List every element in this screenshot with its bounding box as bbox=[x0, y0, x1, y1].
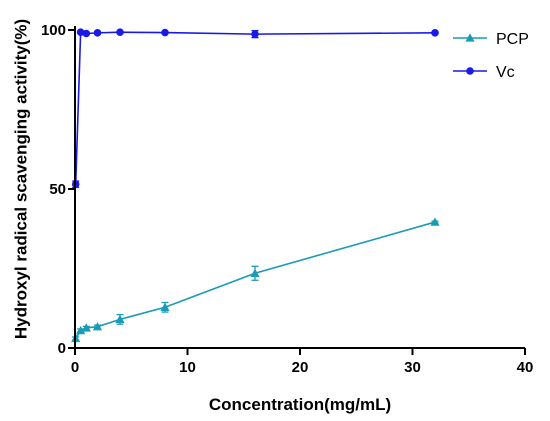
legend-label: PCP bbox=[496, 31, 529, 48]
x-tick-label: 0 bbox=[71, 359, 79, 376]
data-point bbox=[76, 325, 86, 335]
x-tick-label: 10 bbox=[179, 359, 196, 376]
legend-item-pcp: PCP bbox=[453, 31, 529, 48]
series-line bbox=[74, 31, 436, 185]
legend-marker bbox=[466, 67, 474, 75]
y-axis-title: Hydroxyl radical scavenging activity(%) bbox=[11, 19, 30, 339]
data-point bbox=[82, 29, 91, 38]
x-tick-label: 20 bbox=[292, 359, 309, 376]
data-point bbox=[161, 28, 169, 37]
y-tick-label: 0 bbox=[58, 340, 66, 357]
x-tick-label: 40 bbox=[517, 359, 534, 376]
y-tick-label: 50 bbox=[49, 181, 66, 198]
data-point bbox=[431, 29, 439, 37]
data-point bbox=[116, 28, 124, 37]
data-point bbox=[250, 268, 260, 277]
x-tick-label: 30 bbox=[404, 359, 421, 376]
data-point bbox=[93, 29, 102, 37]
legend: PCP Vc bbox=[453, 31, 529, 81]
data-point bbox=[81, 323, 91, 332]
plot-area bbox=[71, 28, 440, 343]
series-pcp bbox=[71, 217, 440, 343]
legend-marker bbox=[465, 33, 475, 42]
series-vc bbox=[71, 28, 439, 189]
x-axis-title: Concentration(mg/mL) bbox=[209, 395, 391, 414]
data-point bbox=[115, 314, 125, 324]
legend-item-vc: Vc bbox=[453, 64, 515, 81]
data-point bbox=[160, 302, 170, 311]
legend-label: Vc bbox=[496, 64, 515, 81]
data-point bbox=[430, 217, 440, 226]
data-point bbox=[251, 30, 259, 38]
data-point bbox=[92, 322, 103, 331]
axes: 0 10 20 30 40 0 50 100 bbox=[41, 22, 533, 376]
y-tick-label: 100 bbox=[41, 22, 66, 39]
